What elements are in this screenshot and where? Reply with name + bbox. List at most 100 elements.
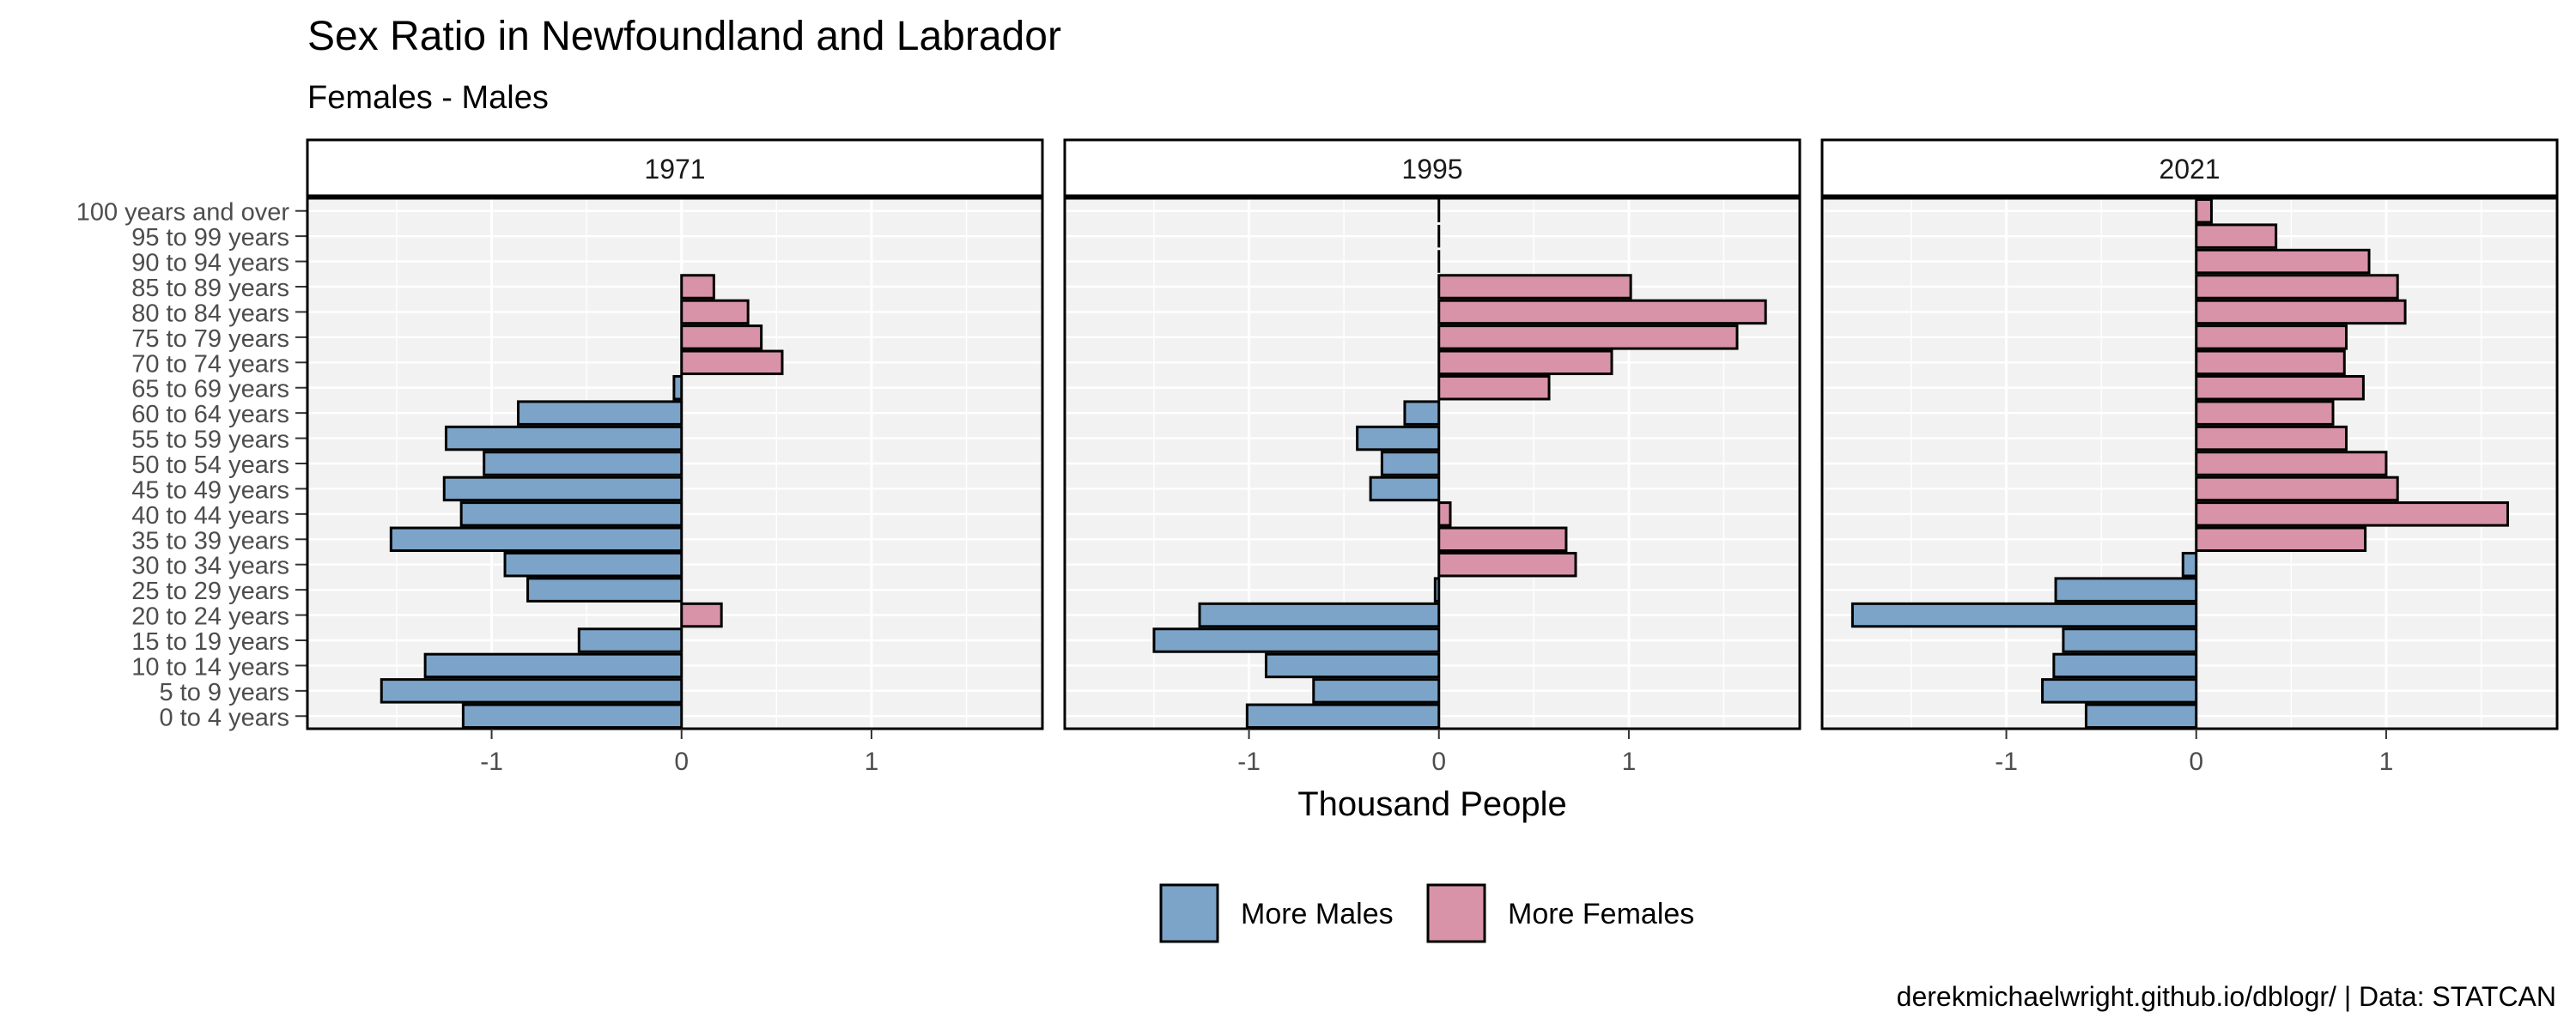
y-tick-label: 85 to 89 years [131, 275, 289, 302]
bar-2021-15-to-19-years [2062, 627, 2198, 653]
chart-title: Sex Ratio in Newfoundland and Labrador [307, 14, 1061, 59]
bar-2021-30-to-34-years [2181, 551, 2198, 578]
bar-2021-90-to-94-years [2195, 248, 2371, 275]
bar-1971-60-to-64-years [517, 400, 683, 426]
bar-2021-20-to-24-years [1850, 602, 2198, 628]
bar-1971-65-to-69-years [672, 374, 683, 401]
facet-strip [306, 138, 1044, 197]
bar-1971-15-to-19-years [577, 627, 683, 653]
x-tick-label: 0 [2189, 748, 2203, 776]
bar-1971-35-to-39-years [389, 526, 683, 553]
bar-1971-70-to-74-years [680, 349, 784, 376]
bar-2021-55-to-59-years [2195, 425, 2348, 451]
y-tick-label: 55 to 59 years [131, 427, 289, 454]
bar-2021-65-to-69-years [2195, 374, 2365, 401]
bar-1995-85-to-89-years [1437, 274, 1632, 300]
bar-1971-45-to-49-years [442, 476, 683, 502]
facet-strip [1063, 138, 1801, 197]
bar-1995-75-to-79-years [1437, 324, 1739, 350]
x-tick-label: 0 [674, 748, 689, 776]
bar-1995-20-to-24-years [1198, 602, 1441, 628]
bar-2021-70-to-74-years [2195, 349, 2346, 376]
bar-1995-35-to-39-years [1437, 526, 1568, 553]
bar-1971-75-to-79-years [680, 324, 763, 350]
x-tick-label: -1 [1995, 748, 2018, 776]
bar-1971-0-to-4-years [461, 703, 683, 730]
x-tick-label: 1 [865, 748, 879, 776]
legend-label: More Females [1508, 898, 1694, 930]
bar-1971-55-to-59-years [444, 425, 683, 451]
y-tick-label: 45 to 49 years [131, 476, 289, 504]
bar-2021-100-years-and-over [2195, 197, 2213, 224]
bar-1995-50-to-54-years [1380, 451, 1441, 476]
y-tick-label: 90 to 94 years [131, 250, 289, 277]
bar-1971-30-to-34-years [503, 551, 683, 578]
y-tick-label: 25 to 29 years [131, 578, 289, 605]
facet-panel-2021: 2021 -1 0 1 [1820, 138, 2559, 776]
chart-caption: derekmichaelwright.github.io/dblogr/ | D… [1897, 981, 2556, 1012]
y-tick-label: 30 to 34 years [131, 553, 289, 580]
x-tick-label: 1 [1622, 748, 1637, 776]
bar-1995-65-to-69-years [1437, 374, 1551, 401]
bar-1971-25-to-29-years [526, 577, 683, 603]
x-tick-label: -1 [480, 748, 503, 776]
bar-2021-95-to-99-years [2195, 223, 2278, 249]
bar-1995-45-to-49-years [1369, 476, 1441, 502]
bar-2021-40-to-44-years [2195, 501, 2509, 527]
bar-2021-10-to-14-years [2052, 652, 2198, 679]
bar-2021-75-to-79-years [2195, 324, 2348, 350]
y-tick-label: 50 to 54 years [131, 451, 289, 479]
x-tick-label: -1 [1237, 748, 1261, 776]
y-tick-label: 65 to 69 years [131, 376, 289, 403]
bar-1995-70-to-74-years [1437, 349, 1613, 376]
y-tick-label: 100 years and over [76, 199, 290, 227]
bar-1995-25-to-29-years [1433, 577, 1441, 603]
bar-2021-45-to-49-years [2195, 476, 2399, 502]
bar-1971-5-to-9-years [380, 678, 683, 704]
bar-2021-0-to-4-years [2084, 703, 2198, 730]
bar-1971-80-to-84-years [680, 299, 750, 325]
facet-strip [1820, 138, 2559, 197]
bar-2021-60-to-64-years [2195, 400, 2335, 426]
bar-1971-10-to-14-years [423, 652, 683, 679]
bar-1971-20-to-24-years [680, 602, 723, 628]
bar-2021-35-to-39-years [2195, 526, 2367, 553]
bar-1995-55-to-59-years [1356, 425, 1441, 451]
x-tick-label: 0 [1431, 748, 1446, 776]
panel-border [1063, 197, 1801, 730]
bar-1995-30-to-34-years [1437, 551, 1577, 578]
y-tick-label: 10 to 14 years [131, 653, 289, 681]
bar-1971-85-to-89-years [680, 274, 715, 300]
bar-1995-5-to-9-years [1312, 678, 1441, 704]
chart-subtitle: Females - Males [307, 80, 549, 116]
facet-panel-1995: 1995 -1 0 1 [1063, 138, 1801, 776]
facet-strip-label: 2021 [2159, 154, 2220, 185]
y-tick-label: 75 to 79 years [131, 325, 289, 353]
y-tick-label: 60 to 64 years [131, 401, 289, 428]
legend-swatch-more-females [1426, 883, 1486, 943]
y-tick-label: 70 to 74 years [131, 350, 289, 378]
bar-1995-40-to-44-years [1437, 501, 1452, 527]
y-tick-label: 5 to 9 years [159, 679, 289, 706]
bar-1995-10-to-14-years [1264, 652, 1441, 679]
y-tick-label: 20 to 24 years [131, 603, 289, 631]
legend: More Males More Females [1159, 883, 1694, 943]
facet-strip-label: 1971 [644, 154, 705, 185]
bar-2021-50-to-54-years [2195, 451, 2388, 476]
bar-2021-85-to-89-years [2195, 274, 2399, 300]
bar-2021-25-to-29-years [2054, 577, 2198, 603]
x-axis-title: Thousand People [1297, 785, 1567, 823]
bar-2021-80-to-84-years [2195, 299, 2407, 325]
bar-1971-40-to-44-years [459, 501, 683, 527]
bar-1971-50-to-54-years [483, 451, 683, 476]
legend-swatch-more-males [1159, 883, 1219, 943]
y-tick-label: 0 to 4 years [159, 704, 289, 731]
facet-panels: 1971 -1 0 1 1995 -1 0 1 2021 -1 0 1 [306, 138, 2559, 776]
panel-border [306, 197, 1044, 730]
facet-strip-label: 1995 [1401, 154, 1462, 185]
bar-2021-5-to-9-years [2041, 678, 2198, 704]
x-tick-label: 1 [2379, 748, 2394, 776]
y-tick-label: 80 to 84 years [131, 300, 289, 327]
